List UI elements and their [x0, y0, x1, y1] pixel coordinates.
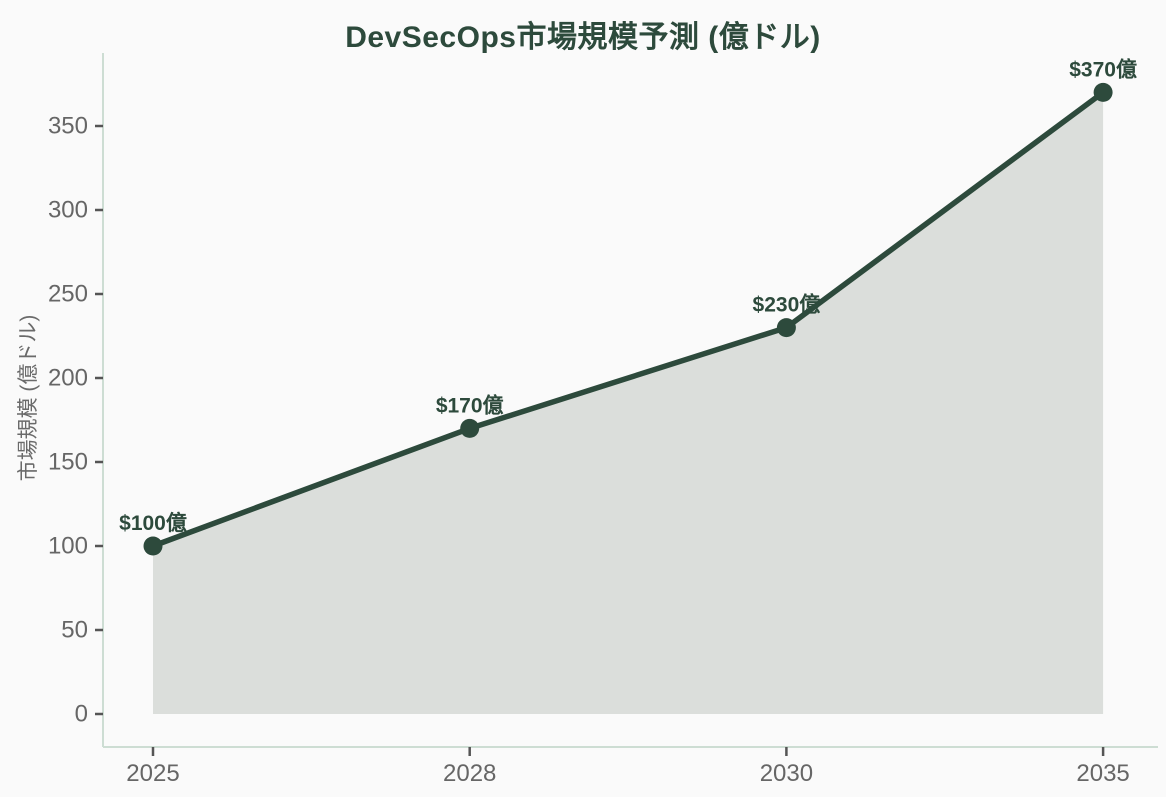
data-point-marker [143, 536, 163, 556]
data-point-marker [776, 318, 796, 338]
y-tick-label: 200 [48, 365, 88, 392]
x-tick-label: 2035 [1076, 760, 1129, 787]
area-fill [153, 92, 1104, 714]
y-tick-label: 150 [48, 449, 88, 476]
y-tick-label: 50 [61, 617, 88, 644]
chart-title: DevSecOps市場規模予測 (億ドル) [345, 21, 821, 54]
y-tick-label: 300 [48, 197, 88, 224]
data-point-marker [460, 418, 480, 438]
y-tick-label: 0 [75, 701, 88, 728]
x-tick-label: 2028 [443, 760, 496, 787]
trend-line [150, 89, 1106, 549]
data-point-marker [1093, 82, 1113, 102]
x-tick-label: 2030 [760, 760, 813, 787]
x-tick-label: 2025 [126, 760, 179, 787]
data-point-label: $230億 [753, 293, 821, 317]
data-point-label: $170億 [436, 393, 504, 417]
y-tick-label: 350 [48, 113, 88, 140]
y-tick-label: 250 [48, 281, 88, 308]
data-point-label: $370億 [1069, 57, 1137, 81]
data-point-label: $100億 [119, 511, 187, 535]
y-tick-label: 100 [48, 533, 88, 560]
